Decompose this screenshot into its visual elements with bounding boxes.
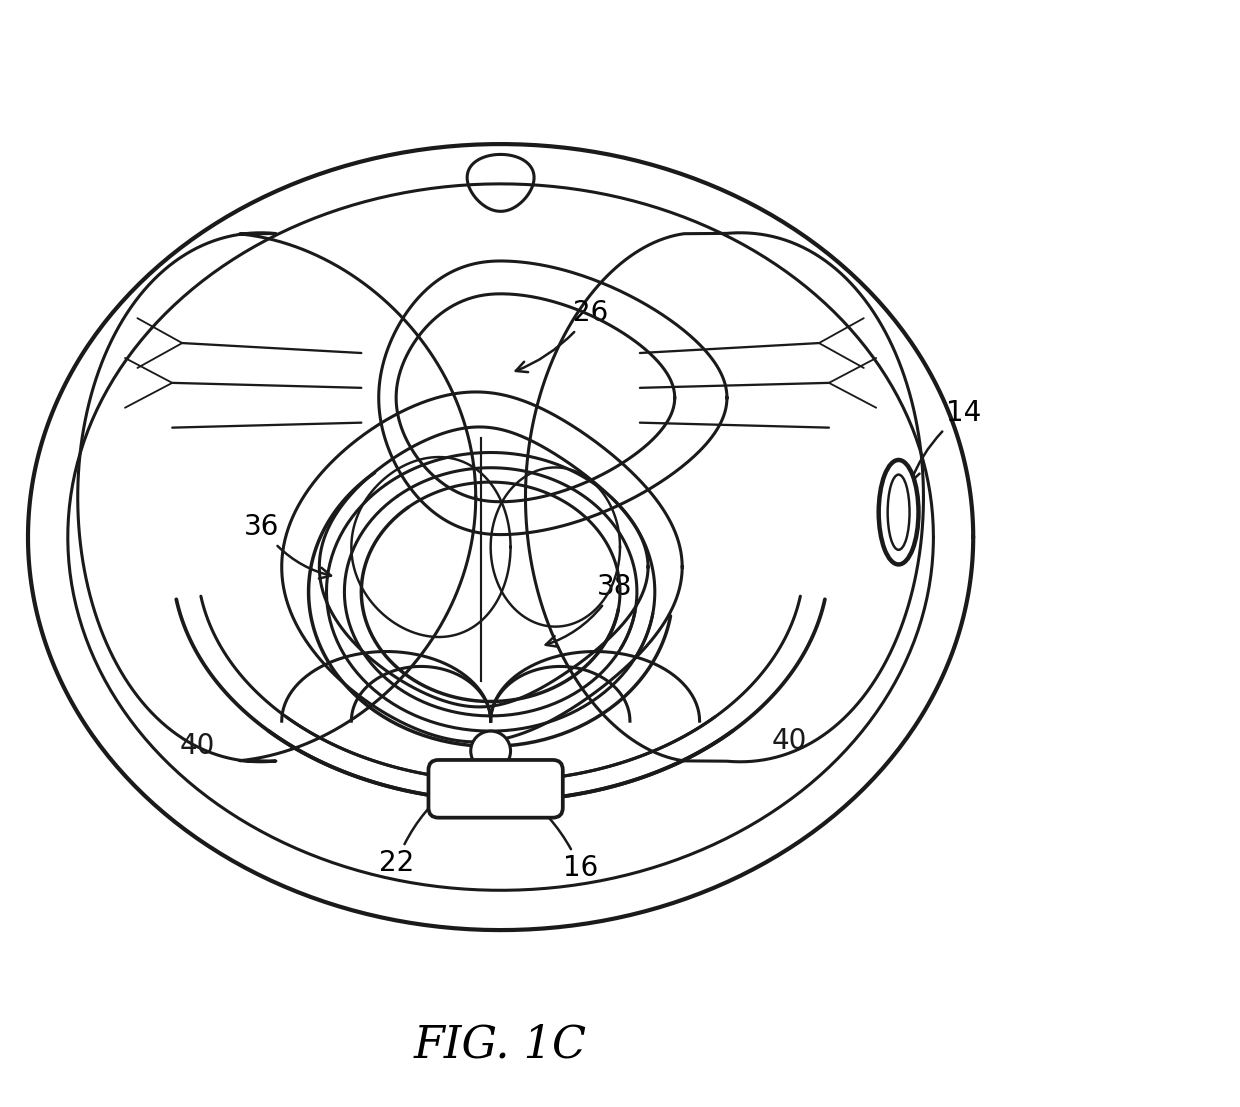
Text: 40: 40 [180, 732, 215, 761]
Text: 22: 22 [378, 787, 451, 878]
FancyBboxPatch shape [429, 761, 563, 818]
Text: 38: 38 [546, 572, 632, 646]
Ellipse shape [879, 461, 919, 565]
Text: 26: 26 [516, 299, 608, 372]
Text: 40: 40 [771, 727, 807, 755]
Text: 14: 14 [909, 399, 981, 483]
Text: 16: 16 [520, 792, 598, 882]
Text: 36: 36 [244, 514, 331, 579]
Circle shape [471, 731, 511, 770]
Text: FIG. 1C: FIG. 1C [414, 1023, 587, 1066]
Ellipse shape [888, 475, 909, 550]
